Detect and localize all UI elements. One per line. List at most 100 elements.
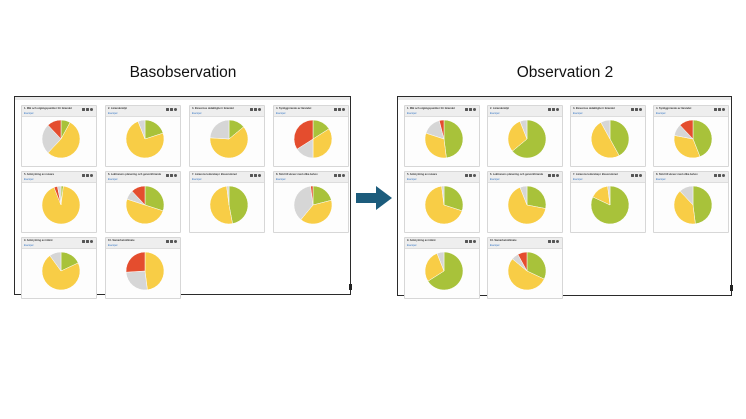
chart-card-link[interactable]: Exempel	[407, 178, 417, 181]
list-icon[interactable]	[82, 108, 85, 111]
info-icon[interactable]	[258, 174, 261, 177]
info-icon[interactable]	[90, 108, 93, 111]
observation-2-dashboard-screenshot: 1. Mål och utgångspunkter för lärandet Ex…	[397, 96, 733, 299]
chart-card-link[interactable]: Exempel	[656, 112, 666, 115]
pie-chart	[424, 119, 464, 159]
chart-card-title: 9. Anknytning av intänt	[24, 239, 53, 242]
chart-card-link[interactable]: Exempel	[573, 112, 583, 115]
pie-slice-gray	[41, 124, 62, 154]
list-icon[interactable]	[548, 108, 551, 111]
chart-card-link[interactable]: Exempel	[276, 112, 286, 115]
chart-card-link[interactable]: Exempel	[490, 244, 500, 247]
chart-card-icons	[82, 108, 94, 112]
list-icon[interactable]	[548, 174, 551, 177]
info-icon[interactable]	[473, 240, 476, 243]
chart-card-link[interactable]: Exempel	[573, 178, 583, 181]
grid-icon[interactable]	[170, 174, 173, 177]
list-icon[interactable]	[714, 108, 717, 111]
list-icon[interactable]	[631, 108, 634, 111]
chart-card-link[interactable]: Exempel	[276, 178, 286, 181]
grid-icon[interactable]	[469, 174, 472, 177]
grid-icon[interactable]	[635, 108, 638, 111]
grid-icon[interactable]	[170, 108, 173, 111]
chart-card-link[interactable]: Exempel	[407, 112, 417, 115]
pie-chart	[125, 185, 165, 225]
list-icon[interactable]	[166, 174, 169, 177]
chart-card-header	[571, 172, 645, 183]
list-icon[interactable]	[250, 174, 253, 177]
chart-card-link[interactable]: Exempel	[108, 244, 118, 247]
grid-icon[interactable]	[552, 108, 555, 111]
chart-card-link[interactable]: Exempel	[24, 244, 34, 247]
info-icon[interactable]	[473, 108, 476, 111]
grid-icon[interactable]	[86, 174, 89, 177]
grid-icon[interactable]	[635, 174, 638, 177]
info-icon[interactable]	[174, 174, 177, 177]
grid-icon[interactable]	[338, 174, 341, 177]
list-icon[interactable]	[465, 174, 468, 177]
info-icon[interactable]	[342, 108, 345, 111]
grid-icon[interactable]	[718, 174, 721, 177]
info-icon[interactable]	[639, 174, 642, 177]
info-icon[interactable]	[90, 174, 93, 177]
pie-chart	[125, 119, 165, 159]
list-icon[interactable]	[82, 240, 85, 243]
pie-slice-green	[609, 119, 630, 156]
pie-slice-gray	[519, 185, 528, 206]
list-icon[interactable]	[631, 174, 634, 177]
chart-card-link[interactable]: Exempel	[656, 178, 666, 181]
grid-icon[interactable]	[718, 108, 721, 111]
chart-card-icons	[166, 108, 178, 112]
chart-card-link[interactable]: Exempel	[490, 112, 500, 115]
grid-icon[interactable]	[86, 108, 89, 111]
chart-card-link[interactable]: Exempel	[108, 178, 118, 181]
chart-card-title: 7. Lärarens ledarskap i klassrummet	[192, 173, 237, 176]
chart-card-link[interactable]: Exempel	[192, 178, 202, 181]
grid-icon[interactable]	[552, 174, 555, 177]
chart-card-title: 9. Anknytning av intänt	[407, 239, 436, 242]
info-icon[interactable]	[556, 174, 559, 177]
chart-card-link[interactable]: Exempel	[24, 112, 34, 115]
info-icon[interactable]	[722, 108, 725, 111]
pie-slice-yellow	[125, 198, 164, 225]
pie-slice-gray	[57, 185, 62, 206]
grid-icon[interactable]	[254, 174, 257, 177]
info-icon[interactable]	[556, 240, 559, 243]
info-icon[interactable]	[342, 174, 345, 177]
info-icon[interactable]	[90, 240, 93, 243]
list-icon[interactable]	[465, 240, 468, 243]
chart-card-link[interactable]: Exempel	[108, 112, 118, 115]
info-icon[interactable]	[556, 108, 559, 111]
list-icon[interactable]	[714, 174, 717, 177]
info-icon[interactable]	[258, 108, 261, 111]
grid-icon[interactable]	[254, 108, 257, 111]
list-icon[interactable]	[166, 240, 169, 243]
chart-card-link[interactable]: Exempel	[407, 244, 417, 247]
info-icon[interactable]	[174, 240, 177, 243]
chart-card-link[interactable]: Exempel	[490, 178, 500, 181]
list-icon[interactable]	[166, 108, 169, 111]
grid-icon[interactable]	[552, 240, 555, 243]
info-icon[interactable]	[639, 108, 642, 111]
info-icon[interactable]	[473, 174, 476, 177]
list-icon[interactable]	[548, 240, 551, 243]
list-icon[interactable]	[82, 174, 85, 177]
pie-chart	[209, 119, 249, 159]
list-icon[interactable]	[334, 108, 337, 111]
grid-icon[interactable]	[338, 108, 341, 111]
grid-icon[interactable]	[469, 108, 472, 111]
grid-icon[interactable]	[469, 240, 472, 243]
info-icon[interactable]	[174, 108, 177, 111]
chart-card-link[interactable]: Exempel	[24, 178, 34, 181]
chart-card-title: 10. Samarbetsklimate	[490, 239, 517, 242]
list-icon[interactable]	[465, 108, 468, 111]
list-icon[interactable]	[334, 174, 337, 177]
pie-slice-gray	[519, 119, 528, 140]
chart-card: 6. Lektionens planering och genomförande…	[105, 171, 181, 233]
info-icon[interactable]	[722, 174, 725, 177]
scroll-marker	[730, 285, 733, 291]
list-icon[interactable]	[250, 108, 253, 111]
chart-card-link[interactable]: Exempel	[192, 112, 202, 115]
grid-icon[interactable]	[170, 240, 173, 243]
grid-icon[interactable]	[86, 240, 89, 243]
